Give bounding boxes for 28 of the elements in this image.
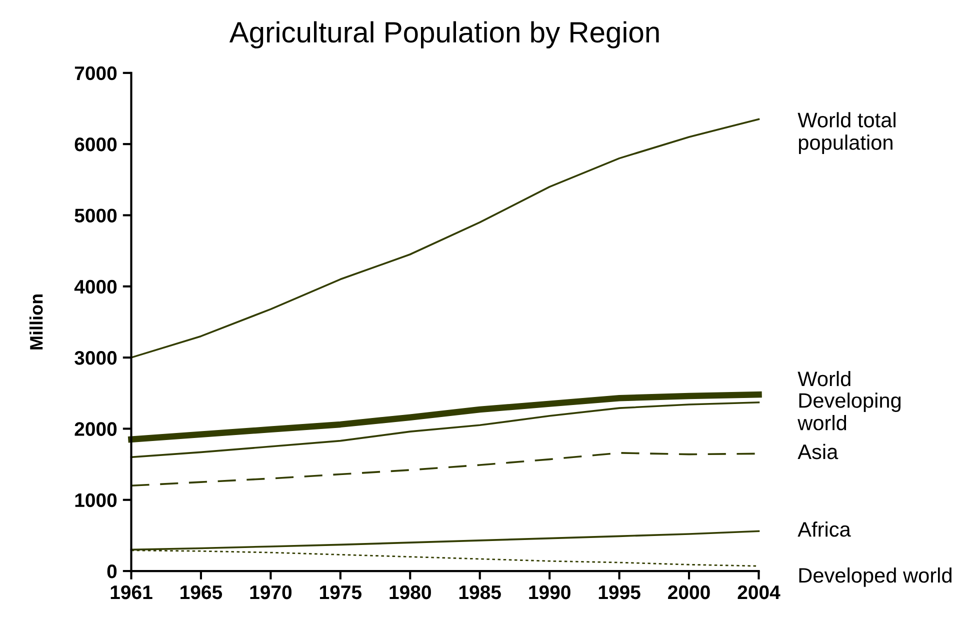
- chart-title: Agricultural Population by Region: [229, 21, 659, 48]
- x-tick-label: 2000: [668, 585, 710, 600]
- x-tick-label: 1995: [598, 585, 640, 600]
- x-tick-label: 1975: [320, 585, 362, 600]
- x-tick-label: 1980: [390, 585, 431, 600]
- line-series: [130, 401, 760, 458]
- y-tick-label: 2000: [74, 422, 117, 436]
- series-label: World total population: [798, 112, 896, 154]
- x-tick-label: 2004: [738, 585, 780, 600]
- y-axis-title: Million: [29, 294, 43, 350]
- y-tick-label: 4000: [74, 280, 117, 294]
- y-tick-label: 3000: [74, 351, 117, 365]
- x-tick-label: 1990: [529, 585, 570, 600]
- series-label: Asia: [798, 444, 838, 460]
- line-series: [130, 118, 760, 358]
- y-tick-label: 1000: [75, 493, 117, 508]
- series-label: World: [798, 370, 850, 386]
- x-tick-label: 1970: [250, 585, 292, 600]
- x-tick-label: 1961: [110, 585, 152, 600]
- y-tick-label: 5000: [74, 208, 117, 222]
- series-label: Developed world: [799, 567, 952, 587]
- y-tick-label: 7000: [74, 66, 117, 80]
- series-label: Africa: [798, 521, 851, 537]
- y-tick-label: 0: [107, 564, 117, 578]
- y-tick-label: 6000: [74, 138, 117, 152]
- x-tick-label: 1985: [459, 585, 501, 600]
- x-tick-label: 1965: [180, 585, 222, 600]
- series-label: Developing world: [798, 392, 901, 430]
